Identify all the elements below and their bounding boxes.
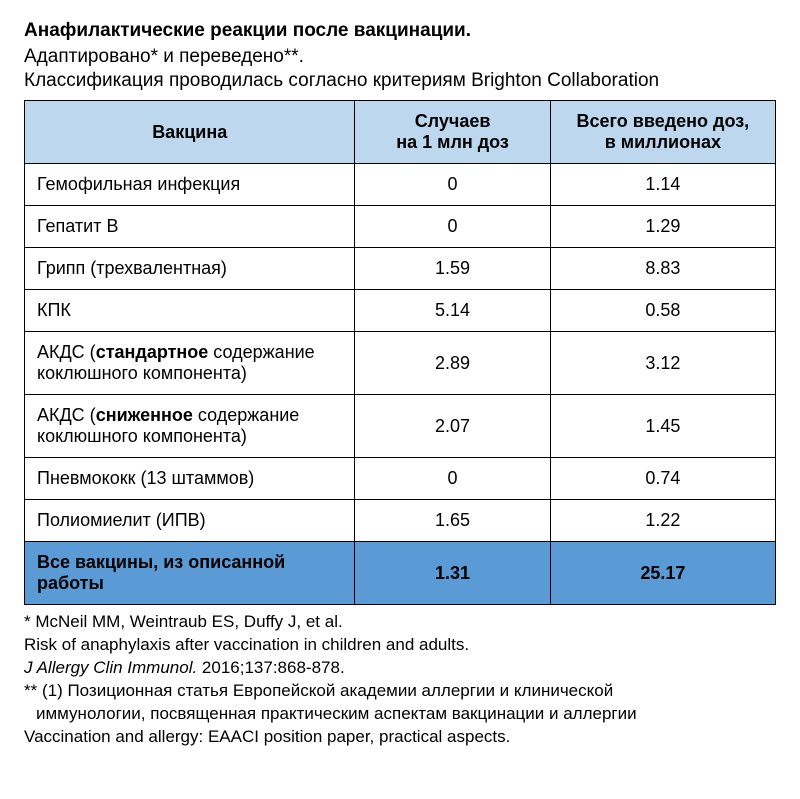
classification-note: Классификация проводилась согласно крите… (24, 70, 776, 92)
table-row: КПК 5.14 0.58 (25, 290, 776, 332)
table-row: АКДС (стандартное содержание коклюшного … (25, 332, 776, 395)
total-label: Все вакцины, из описанной работы (25, 542, 355, 605)
col-header-doses: Всего введено доз,в миллионах (550, 101, 775, 164)
vaccine-name: Гемофильная инфекция (25, 164, 355, 206)
vaccine-name: АКДС (сниженное содержание коклюшного ко… (25, 395, 355, 458)
col-header-vaccine: Вакцина (25, 101, 355, 164)
doses-value: 1.29 (550, 206, 775, 248)
cases-value: 1.59 (355, 248, 550, 290)
table-row: Грипп (трехвалентная) 1.59 8.83 (25, 248, 776, 290)
vaccine-name: АКДС (стандартное содержание коклюшного … (25, 332, 355, 395)
col-header-cases: Случаевна 1 млн доз (355, 101, 550, 164)
table-body: Гемофильная инфекция 0 1.14 Гепатит B 0 … (25, 164, 776, 605)
total-doses: 25.17 (550, 542, 775, 605)
footnote-line: ** (1) Позиционная статья Европейской ак… (24, 680, 776, 703)
cases-value: 0 (355, 206, 550, 248)
doses-value: 3.12 (550, 332, 775, 395)
footnote-line-indent: иммунологии, посвященная практическим ас… (24, 703, 776, 726)
page-title: Анафилактические реакции после вакцинаци… (24, 20, 776, 42)
cases-value: 2.07 (355, 395, 550, 458)
anaphylaxis-table: Вакцина Случаевна 1 млн доз Всего введен… (24, 100, 776, 605)
table-row: АКДС (сниженное содержание коклюшного ко… (25, 395, 776, 458)
footnote-line: * McNeil MM, Weintraub ES, Duffy J, et a… (24, 611, 776, 634)
total-cases: 1.31 (355, 542, 550, 605)
cases-value: 5.14 (355, 290, 550, 332)
cases-value: 1.65 (355, 500, 550, 542)
footnote-line: Risk of anaphylaxis after vaccination in… (24, 634, 776, 657)
table-row: Гемофильная инфекция 0 1.14 (25, 164, 776, 206)
footnote-line: J Allergy Clin Immunol. 2016;137:868-878… (24, 657, 776, 680)
doses-value: 0.74 (550, 458, 775, 500)
table-row: Полиомиелит (ИПВ) 1.65 1.22 (25, 500, 776, 542)
doses-value: 0.58 (550, 290, 775, 332)
table-total-row: Все вакцины, из описанной работы 1.31 25… (25, 542, 776, 605)
cases-value: 2.89 (355, 332, 550, 395)
doses-value: 8.83 (550, 248, 775, 290)
cases-value: 0 (355, 458, 550, 500)
doses-value: 1.22 (550, 500, 775, 542)
vaccine-name: КПК (25, 290, 355, 332)
vaccine-name: Грипп (трехвалентная) (25, 248, 355, 290)
table-row: Гепатит B 0 1.29 (25, 206, 776, 248)
vaccine-name: Пневмококк (13 штаммов) (25, 458, 355, 500)
table-row: Пневмококк (13 штаммов) 0 0.74 (25, 458, 776, 500)
table-header-row: Вакцина Случаевна 1 млн доз Всего введен… (25, 101, 776, 164)
vaccine-name: Гепатит B (25, 206, 355, 248)
doses-value: 1.14 (550, 164, 775, 206)
doses-value: 1.45 (550, 395, 775, 458)
footnote-line: Vaccination and allergy: EAACI position … (24, 726, 776, 749)
footnotes: * McNeil MM, Weintraub ES, Duffy J, et a… (24, 611, 776, 749)
cases-value: 0 (355, 164, 550, 206)
vaccine-name: Полиомиелит (ИПВ) (25, 500, 355, 542)
page-subtitle: Адаптировано* и переведено**. (24, 46, 776, 68)
